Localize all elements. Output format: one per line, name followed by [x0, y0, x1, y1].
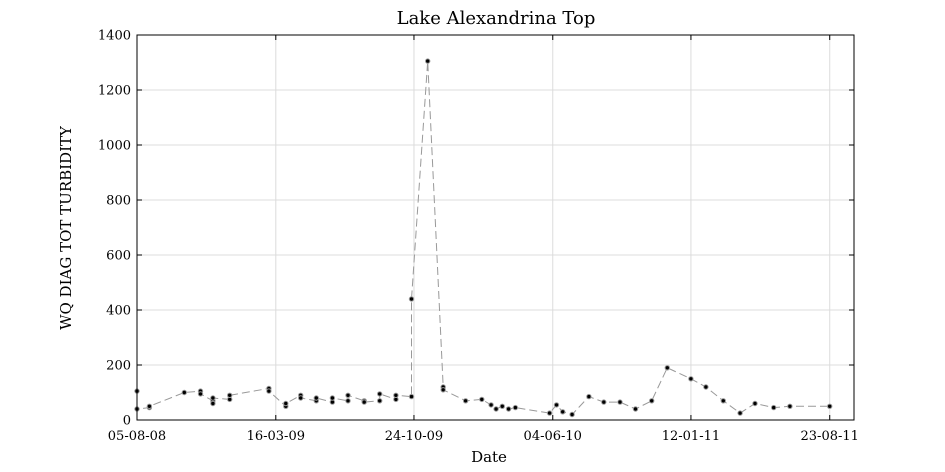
y-tick-label: 600 [106, 249, 131, 264]
data-point [181, 389, 188, 396]
y-tick-label: 1000 [98, 139, 131, 154]
data-point [408, 296, 415, 302]
data-point [512, 404, 519, 411]
data-point [488, 402, 494, 408]
data-point [703, 384, 709, 390]
plot-frame [136, 34, 855, 421]
data-point [393, 392, 399, 398]
y-tick-label: 1200 [98, 84, 131, 99]
data-point [479, 396, 485, 403]
data-point [329, 395, 336, 401]
data-point [720, 398, 726, 404]
data-point [345, 392, 351, 398]
y-axis: 0 200 400 600 800 1000 1200 1400 [98, 29, 854, 429]
x-tick-label: 12-01-11 [662, 429, 720, 444]
data-point [505, 406, 512, 412]
data-point [752, 400, 758, 407]
y-tick-label: 1400 [98, 29, 131, 44]
data-point [266, 388, 272, 394]
data-point [632, 406, 639, 412]
data-point [688, 376, 694, 382]
data-point [664, 365, 670, 371]
data-point [345, 398, 351, 404]
x-tick-label: 16-03-09 [247, 429, 305, 444]
data-point [787, 403, 793, 409]
data-point [649, 398, 655, 404]
y-tick-label: 800 [106, 194, 131, 209]
y-tick-label: 400 [106, 304, 131, 319]
x-axis-label: Date [471, 448, 507, 466]
data-point [361, 399, 367, 405]
data-point [408, 393, 415, 400]
x-tick-label: 04-06-10 [524, 429, 582, 444]
data-point [298, 395, 304, 401]
data-point [560, 409, 566, 415]
x-tick-label: 24-10-09 [385, 429, 443, 444]
chart-title: Lake Alexandrina Top [397, 8, 596, 29]
data-point [146, 403, 153, 409]
x-axis: 05-08-08 16-03-09 24-10-09 04-06-10 12-01-11… [108, 35, 859, 444]
data-point [210, 400, 216, 407]
data-point [197, 391, 204, 397]
data-point [586, 393, 592, 400]
data-point [462, 398, 469, 404]
data-point [440, 387, 446, 393]
data-point [493, 406, 499, 412]
data-point [617, 399, 623, 405]
y-axis-label: WQ DIAG TOT TURBIDITY [57, 125, 75, 330]
data-point [737, 410, 743, 416]
data-point [425, 58, 431, 64]
data-point [601, 399, 607, 405]
data-point [377, 391, 383, 397]
y-tick-label: 0 [123, 414, 131, 429]
data-point [546, 410, 553, 416]
x-tick-label: 23-08-11 [801, 429, 859, 444]
data-point [771, 404, 777, 411]
series [134, 58, 833, 418]
grid [136, 35, 854, 420]
data-point [313, 395, 319, 401]
data-point [553, 402, 560, 408]
data-point [283, 400, 289, 407]
data-point [569, 411, 575, 418]
series-line [136, 61, 830, 416]
y-tick-label: 200 [106, 359, 131, 374]
data-point [499, 403, 505, 409]
x-tick-label: 05-08-08 [108, 429, 166, 444]
data-point [827, 403, 833, 409]
data-point [377, 398, 383, 404]
data-point [227, 392, 233, 398]
data-point [210, 395, 216, 401]
